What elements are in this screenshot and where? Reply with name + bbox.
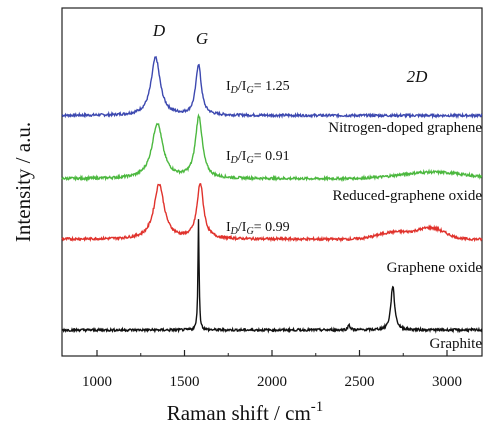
peak-label: D (152, 21, 166, 40)
x-axis-title-sup: -1 (311, 399, 324, 415)
x-axis-title: Raman shift / cm-1 (167, 399, 324, 425)
peak-label: 2D (407, 67, 429, 86)
x-tick-label: 1000 (82, 374, 112, 390)
ratio-label: ID/IG= 0.91 (226, 149, 290, 166)
peak-label: G (196, 29, 208, 48)
x-axis-title-main: Raman shift / cm (167, 401, 311, 425)
series-line-1 (61, 113, 483, 182)
series-line-3 (61, 219, 483, 334)
series-name-label: Reduced-graphene oxide (332, 188, 482, 204)
x-tick-label: 2000 (257, 374, 287, 390)
series-name-label: Graphite (430, 336, 483, 352)
series-name-label: Graphene oxide (387, 260, 483, 276)
ratio-label: ID/IG= 0.99 (226, 220, 290, 237)
y-axis-title: Intensity / a.u. (11, 122, 35, 242)
series-line-2 (61, 183, 483, 243)
series-layer (61, 55, 483, 334)
x-tick-label: 3000 (432, 374, 462, 390)
annotation-layer: D G 2D Nitrogen-doped graphene ID/IG= 1.25 Re… (152, 21, 482, 352)
x-tick-label: 2500 (345, 374, 375, 390)
ratio-label: ID/IG= 1.25 (226, 79, 290, 96)
x-tick-label: 1500 (170, 374, 200, 390)
plot-frame (61, 7, 483, 357)
x-axis-ticks: 1000 1500 2000 2500 3000 (82, 350, 462, 390)
series-line-0 (61, 55, 483, 120)
series-name-label: Nitrogen-doped graphene (328, 120, 482, 136)
